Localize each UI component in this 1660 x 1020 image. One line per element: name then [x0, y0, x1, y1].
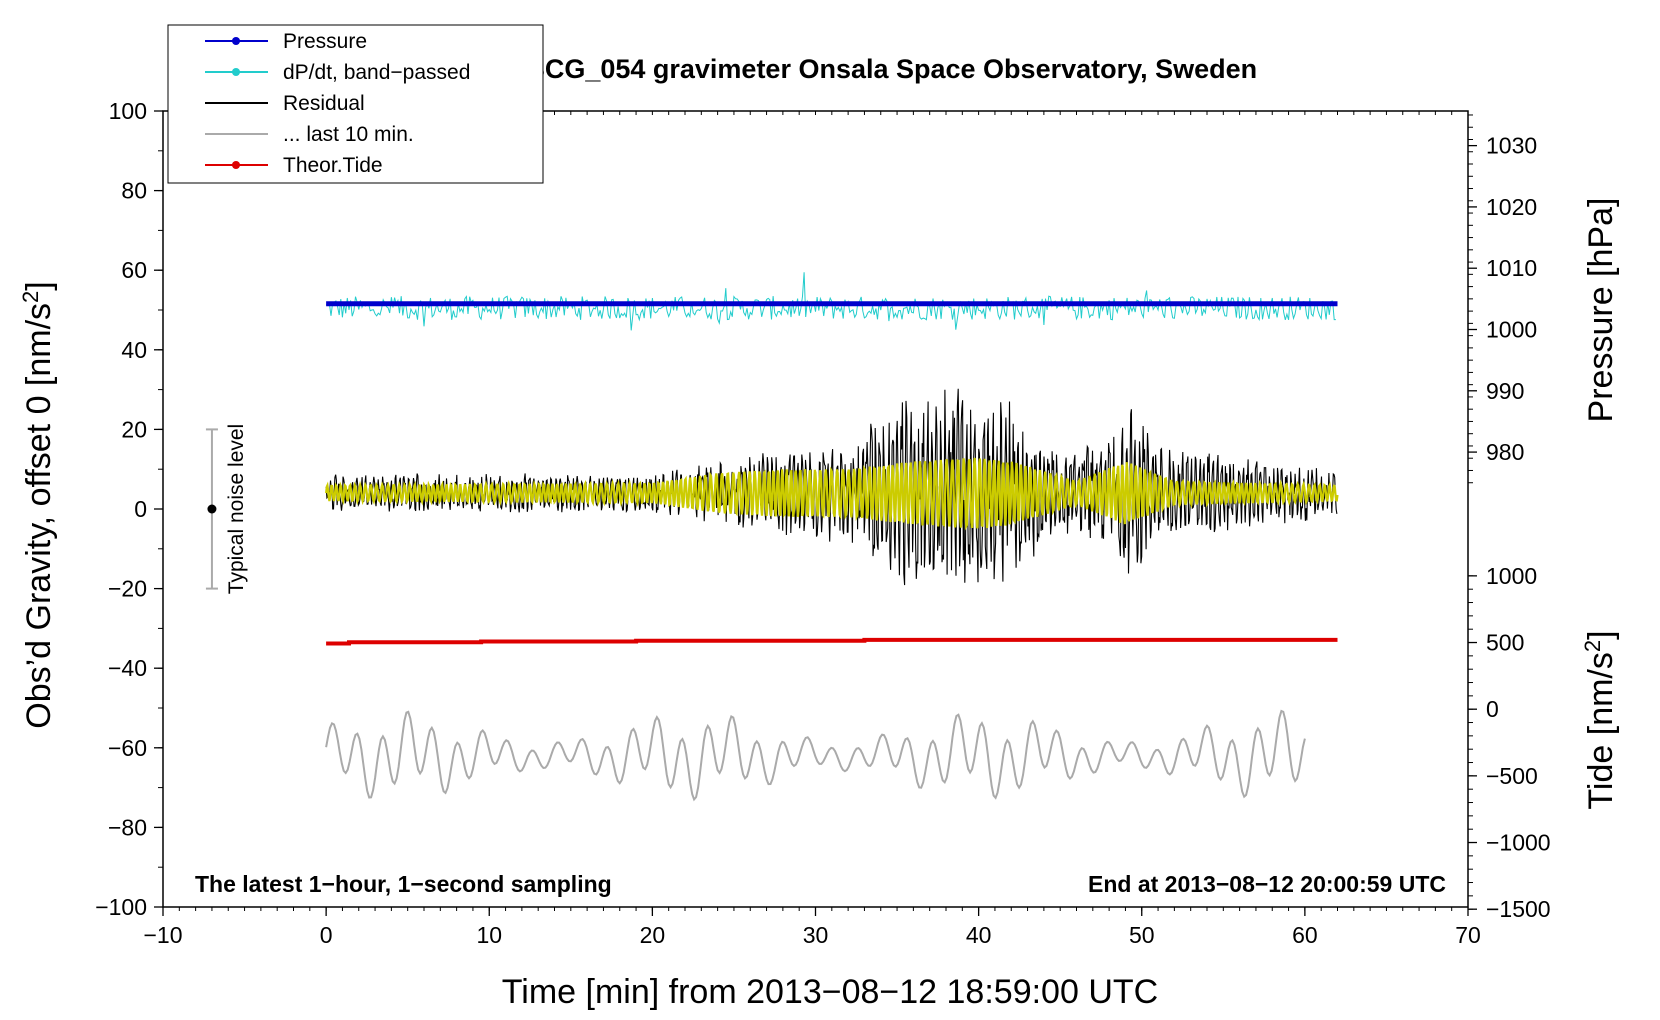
noise-bar-center-dot	[207, 504, 217, 514]
legend-entries: Pressure dP/dt, band−passed Residual ... la…	[205, 30, 470, 177]
legend: Pressure dP/dt, band−passed Residual ... la…	[167, 24, 544, 184]
x-tick-label: 10	[476, 922, 502, 948]
series-bandpassed-line	[325, 457, 1339, 531]
x-tick-label: −10	[143, 922, 182, 948]
y-tick-label-left: 0	[134, 496, 147, 522]
y-tick-label-left: 20	[121, 416, 147, 442]
y-tick-label-left: 60	[121, 257, 147, 283]
y-tick-label-pressure: 1010	[1486, 255, 1537, 281]
noise-bar: Typical noise level	[205, 424, 248, 594]
y-tick-label-left: −20	[108, 576, 147, 602]
legend-label: dP/dt, band−passed	[283, 61, 470, 84]
y-axis-title-pressure: Pressure [hPa]	[1582, 198, 1620, 423]
y-axis-title-tide-sup: 2	[1580, 640, 1605, 652]
y-axis-title-gravity-sup: 2	[18, 291, 43, 303]
legend-swatch-marker	[232, 161, 240, 169]
y-tick-label-pressure: 1000	[1486, 317, 1537, 343]
y-tick-label-left: 40	[121, 337, 147, 363]
legend-label: ... last 10 min.	[283, 123, 414, 146]
y-tick-label-left: −60	[108, 735, 147, 761]
y-axis-title-tide-close: ]	[1582, 630, 1620, 639]
plot-area: Typical noise level	[205, 272, 1339, 802]
y-tick-label-left: −100	[95, 894, 147, 920]
annotation-end-time: End at 2013−08−12 20:00:59 UTC	[1088, 871, 1446, 897]
x-tick-label: 60	[1292, 922, 1318, 948]
x-tick-label: 40	[966, 922, 992, 948]
series-last10min-line	[325, 709, 1306, 802]
y-tick-label-pressure: 980	[1486, 439, 1524, 465]
y-tick-label-left: 100	[109, 98, 147, 124]
series-dpdt-line	[325, 272, 1336, 331]
axis-ticks: −10 0 10 20 30 40 50 60 70−100−80−60−40−20020406…	[95, 98, 1550, 948]
x-tick-label: 20	[640, 922, 666, 948]
y-tick-label-left: −80	[108, 814, 147, 840]
y-tick-label-tide: 0	[1486, 696, 1499, 722]
legend-label: Residual	[283, 92, 365, 115]
y-axis-title-tide-main: Tide [nm/s	[1582, 652, 1620, 809]
y-tick-label-pressure: 1020	[1486, 194, 1537, 220]
series-layer	[325, 272, 1339, 802]
y-axis-title-tide: Tide [nm/s2]	[1580, 630, 1620, 809]
x-tick-label: 50	[1129, 922, 1155, 948]
y-axis-title-gravity-main: Obs’d Gravity, offset 0 [nm/s	[20, 303, 58, 729]
legend-label: Theor.Tide	[283, 154, 383, 177]
chart-title: SCG_054 gravimeter Onsala Space Observat…	[527, 54, 1257, 84]
x-axis-title: Time [min] from 2013−08−12 18:59:00 UTC	[502, 973, 1158, 1011]
legend-label: Pressure	[283, 30, 367, 53]
y-tick-label-tide: −1000	[1486, 830, 1551, 856]
x-tick-label: 70	[1455, 922, 1481, 948]
y-tick-label-tide: 500	[1486, 630, 1524, 656]
y-tick-label-left: −40	[108, 655, 147, 681]
y-tick-label-pressure: 1030	[1486, 133, 1537, 159]
legend-swatch-marker	[232, 68, 240, 76]
y-tick-label-tide: −500	[1486, 763, 1538, 789]
x-tick-label: 0	[320, 922, 333, 948]
y-tick-label-tide: 1000	[1486, 563, 1537, 589]
y-tick-label-tide: −1500	[1486, 896, 1551, 922]
x-tick-label: 30	[803, 922, 829, 948]
noise-bar-label: Typical noise level	[225, 424, 248, 594]
legend-swatch-marker	[232, 37, 240, 45]
annotation-sampling: The latest 1−hour, 1−second sampling	[195, 871, 612, 897]
y-tick-label-pressure: 990	[1486, 378, 1524, 404]
series-tide-line	[326, 637, 1338, 646]
y-axis-title-gravity-close: ]	[20, 281, 58, 290]
y-tick-label-left: 80	[121, 178, 147, 204]
y-axis-title-gravity: Obs’d Gravity, offset 0 [nm/s2]	[18, 281, 58, 728]
